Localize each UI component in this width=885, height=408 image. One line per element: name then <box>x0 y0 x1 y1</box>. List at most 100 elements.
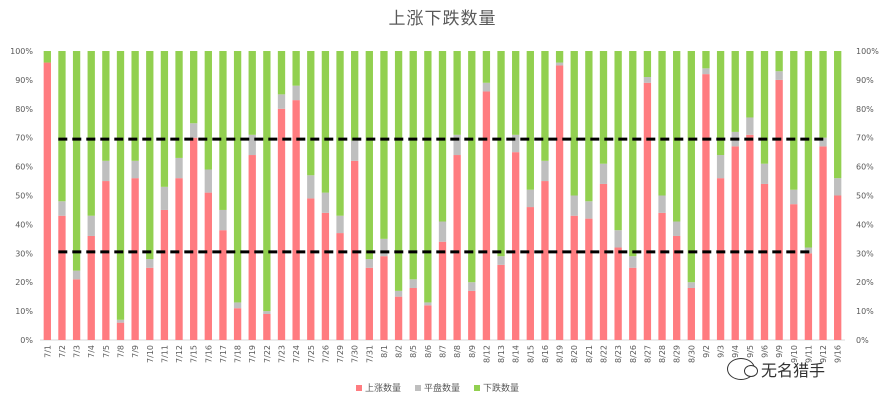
bar-segment-flat <box>277 94 286 109</box>
bar-segment-down <box>497 51 505 257</box>
x-tick-label: 8/13 <box>497 345 506 363</box>
bar-segment-flat <box>87 215 95 236</box>
x-tick-label: 8/23 <box>614 345 623 363</box>
bar-segment-up <box>775 79 783 341</box>
bar-segment-up <box>394 296 403 340</box>
bar-segment-down <box>643 51 652 78</box>
y-tick-label-left: 90% <box>15 76 33 85</box>
bar-segment-flat <box>336 215 344 234</box>
bar-segment-up <box>160 209 169 340</box>
y-tick-label-right: 70% <box>856 134 874 143</box>
bar-segment-down <box>321 51 330 193</box>
x-tick-label: 8/7 <box>439 345 448 358</box>
x-tick-label: 8/19 <box>556 345 565 363</box>
bar-segment-flat <box>204 169 212 193</box>
bar-segment-down <box>687 51 695 283</box>
x-tick-label: 9/4 <box>731 345 740 358</box>
legend-label-up: 上涨数量 <box>365 384 402 394</box>
bar-segment-down <box>146 51 154 260</box>
bar-segment-down <box>482 51 491 83</box>
y-tick-label-right: 20% <box>856 278 874 287</box>
y-tick-label-right: 10% <box>856 307 874 316</box>
x-tick-label: 7/10 <box>146 345 155 363</box>
x-tick-label: 8/20 <box>570 345 579 363</box>
watermark: 无名猎手 <box>726 357 825 381</box>
bar-segment-down <box>190 51 198 124</box>
bar-segment-down <box>804 51 813 248</box>
bar-segment-up <box>746 134 754 340</box>
bar-segment-down <box>629 51 637 257</box>
bar-segment-up <box>658 212 666 340</box>
y-tick-label-left: 20% <box>15 278 33 287</box>
legend-label-down: 下跌数量 <box>483 384 520 394</box>
bar-segment-down <box>292 51 300 86</box>
bar-segment-flat <box>643 77 652 83</box>
x-tick-label: 9/10 <box>790 345 799 363</box>
bar-segment-flat <box>453 134 461 156</box>
bar-segment-down <box>102 51 110 161</box>
bar-segment-down <box>116 51 125 320</box>
y-tick-label-right: 50% <box>856 192 874 201</box>
legend-item-down: 下跌数量 <box>474 381 519 394</box>
bar-segment-down <box>541 51 549 161</box>
x-tick-label: 7/18 <box>234 345 243 363</box>
y-tick-label-left: 60% <box>15 163 33 172</box>
bar-segment-up <box>673 235 681 340</box>
bar-segment-down <box>233 51 242 303</box>
bar-segment-up <box>453 155 461 340</box>
x-tick-label: 7/12 <box>175 345 184 363</box>
bar-segment-down <box>204 51 212 170</box>
x-tick-label: 7/30 <box>351 345 360 363</box>
x-tick-label: 7/3 <box>73 345 82 358</box>
bar-segment-up <box>804 253 813 340</box>
x-tick-label: 8/27 <box>643 345 652 363</box>
x-tick-label: 9/2 <box>702 345 711 358</box>
x-tick-label: 7/23 <box>278 345 287 363</box>
x-tick-label: 7/25 <box>307 345 316 363</box>
bar-segment-flat <box>468 282 476 291</box>
bar-segment-down <box>58 51 66 202</box>
x-tick-label: 7/4 <box>87 345 96 358</box>
legend-swatch-flat <box>415 384 422 391</box>
bar-segment-up <box>424 305 432 340</box>
x-tick-label: 7/11 <box>160 345 169 363</box>
bar-segment-up <box>834 195 842 340</box>
x-tick-label: 8/12 <box>482 345 491 363</box>
bar-segment-flat <box>365 259 373 268</box>
bar-segment-down <box>599 51 608 164</box>
x-tick-label: 7/16 <box>204 345 213 363</box>
x-tick-label: 7/19 <box>248 345 257 363</box>
bar-segment-up <box>541 181 549 340</box>
bar-segment-down <box>394 51 403 291</box>
y-tick-label-right: 100% <box>856 47 879 56</box>
bar-segment-up <box>87 235 95 340</box>
bar-segment-up <box>219 230 227 340</box>
legend-item-flat: 平盘数量 <box>415 381 460 394</box>
y-tick-label-left: 10% <box>15 307 33 316</box>
x-tick-label: 8/6 <box>424 345 433 358</box>
bar-segment-flat <box>409 279 417 288</box>
bar-segment-flat <box>746 117 754 135</box>
bar-segment-flat <box>819 137 827 147</box>
y-tick-label-left: 0% <box>20 336 33 345</box>
x-tick-label: 8/1 <box>380 345 389 358</box>
bar-segment-flat <box>555 62 564 66</box>
x-tick-label: 8/9 <box>468 345 477 358</box>
bar-segment-flat <box>599 163 608 184</box>
x-tick-label: 7/29 <box>336 345 345 363</box>
y-tick-label-left: 50% <box>15 192 33 201</box>
bar-segment-up <box>599 183 608 340</box>
bar-segment-flat <box>190 123 198 138</box>
bar-segment-up <box>819 146 827 340</box>
y-tick-label-left: 30% <box>15 249 33 258</box>
x-tick-label: 9/3 <box>717 345 726 358</box>
x-tick-label: 8/2 <box>395 345 404 358</box>
bar-segment-flat <box>570 195 578 216</box>
bar-segment-down <box>731 51 739 132</box>
bar-segment-up <box>380 256 388 340</box>
bar-segment-up <box>204 192 212 340</box>
bar-segment-flat <box>131 160 139 179</box>
bar-segment-up <box>570 215 578 340</box>
bar-segment-down <box>380 51 388 239</box>
bar-segment-up <box>731 146 739 340</box>
